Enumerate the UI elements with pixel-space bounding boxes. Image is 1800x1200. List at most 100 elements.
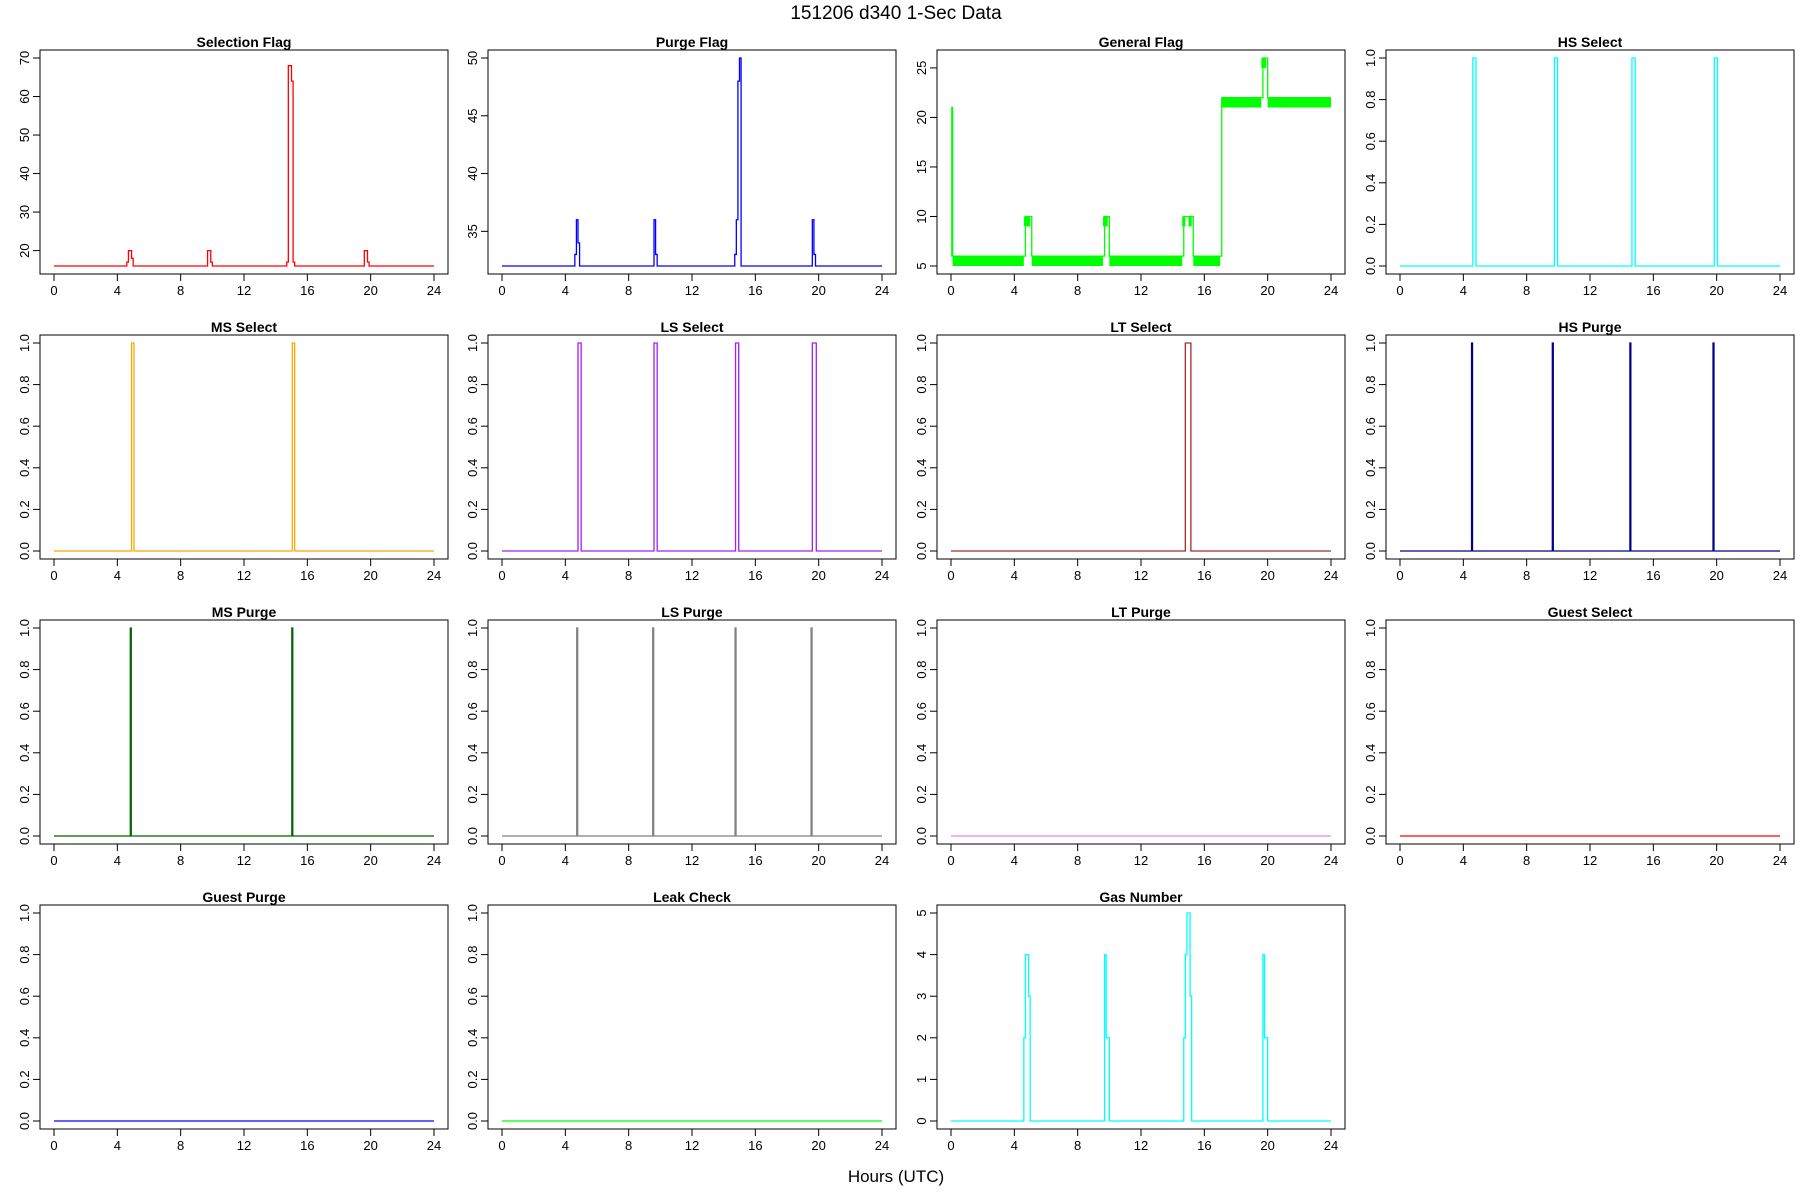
x-tick-label: 4 [1011, 568, 1018, 583]
x-tick-label: 0 [947, 853, 954, 868]
x-tick-label: 8 [1523, 283, 1530, 298]
y-tick-label: 0.2 [914, 785, 929, 803]
y-tick-label: 0.4 [1363, 459, 1378, 477]
panel-title: LS Select [660, 319, 723, 335]
x-tick-label: 8 [625, 1138, 632, 1153]
y-tick-label: 30 [17, 205, 32, 219]
y-tick-label: 0.8 [17, 661, 32, 679]
x-tick-label: 4 [1460, 853, 1467, 868]
x-tick-label: 0 [498, 568, 505, 583]
y-tick-label: 0.6 [465, 702, 480, 720]
y-tick-label: 0.8 [914, 661, 929, 679]
y-tick-label: 0.4 [914, 459, 929, 477]
series-line [951, 342, 1331, 552]
panel-title: HS Purge [1558, 319, 1621, 335]
y-tick-label: 1.0 [1363, 49, 1378, 67]
series-line [951, 57, 1331, 257]
x-tick-label: 24 [1324, 853, 1338, 868]
plot-frame [936, 619, 1346, 845]
y-tick-label: 0.0 [465, 1112, 480, 1130]
panel-title: HS Select [1558, 34, 1623, 50]
x-tick-label: 0 [947, 1138, 954, 1153]
series-line [54, 342, 434, 552]
y-tick-label: 70 [17, 51, 32, 65]
x-tick-label: 24 [875, 1138, 889, 1153]
x-tick-label: 4 [1011, 1138, 1018, 1153]
x-tick-label: 16 [1646, 853, 1660, 868]
x-tick-label: 12 [685, 853, 699, 868]
plot-frame [936, 904, 1346, 1130]
x-tick-label: 12 [237, 1138, 251, 1153]
x-tick-label: 24 [427, 1138, 441, 1153]
x-tick-label: 0 [1396, 853, 1403, 868]
y-tick-label: 1.0 [17, 904, 32, 922]
y-tick-label: 0.2 [1363, 785, 1378, 803]
x-tick-label: 20 [811, 853, 825, 868]
y-tick-label: 60 [17, 89, 32, 103]
x-tick-label: 4 [562, 853, 569, 868]
y-tick-label: 0.4 [465, 459, 480, 477]
x-tick-label: 20 [811, 283, 825, 298]
y-tick-label: 0.8 [17, 376, 32, 394]
y-tick-label: 0.6 [465, 417, 480, 435]
x-tick-label: 20 [1260, 1138, 1274, 1153]
y-tick-label: 0.0 [465, 827, 480, 845]
y-tick-label: 10 [914, 209, 929, 223]
plot-frame [487, 334, 897, 560]
plot-frame [1385, 49, 1795, 275]
y-tick-label: 25 [914, 61, 929, 75]
x-tick-label: 12 [1583, 283, 1597, 298]
x-tick-label: 16 [1197, 853, 1211, 868]
x-tick-label: 12 [1583, 568, 1597, 583]
panel-1: Selection Flag 0 4 8 12 16 20 24 20 30 40 50 60 70 [17, 34, 449, 298]
y-tick-label: 0.0 [1363, 542, 1378, 560]
x-tick-label: 12 [685, 283, 699, 298]
x-tick-label: 8 [1523, 853, 1530, 868]
y-tick-label: 1.0 [1363, 334, 1378, 352]
x-tick-label: 20 [1260, 283, 1274, 298]
y-tick-label: 5 [914, 909, 929, 916]
panel-5: MS Select 0 4 8 12 16 20 24 0.0 0.2 0.4 0.6 0.8 1.0 [17, 319, 449, 583]
x-tick-label: 8 [1074, 1138, 1081, 1153]
x-tick-label: 4 [562, 568, 569, 583]
y-tick-label: 50 [465, 51, 480, 65]
panel-6: LS Select 0 4 8 12 16 20 24 0.0 0.2 0.4 0.6 0.8 1.0 [465, 319, 897, 583]
series-band [1023, 216, 1031, 227]
x-tick-label: 12 [1134, 1138, 1148, 1153]
series-band [1261, 58, 1267, 68]
x-tick-label: 20 [363, 1138, 377, 1153]
x-axis-label: Hours (UTC) [848, 1167, 944, 1186]
panel-title: LS Purge [661, 604, 723, 620]
x-tick-label: 16 [300, 568, 314, 583]
y-tick-label: 0.2 [1363, 500, 1378, 518]
panel-title: Gas Number [1099, 889, 1183, 905]
y-tick-label: 0.8 [1363, 91, 1378, 109]
plot-frame [1385, 334, 1795, 560]
y-tick-label: 0.0 [914, 542, 929, 560]
x-tick-label: 4 [1011, 283, 1018, 298]
y-tick-label: 0.0 [17, 542, 32, 560]
x-tick-label: 20 [1260, 568, 1274, 583]
x-tick-label: 0 [50, 853, 57, 868]
y-tick-label: 0.0 [1363, 827, 1378, 845]
series-band [952, 256, 1024, 266]
x-tick-label: 20 [363, 568, 377, 583]
panel-10: LS Purge 0 4 8 12 16 20 24 0.0 0.2 0.4 0.6 0.8 1.0 [465, 604, 897, 868]
plot-frame [936, 49, 1346, 275]
y-tick-label: 0.2 [1363, 215, 1378, 233]
y-tick-label: 35 [465, 224, 480, 238]
y-tick-label: 20 [17, 243, 32, 257]
y-tick-label: 0.6 [914, 417, 929, 435]
x-tick-label: 16 [1646, 568, 1660, 583]
x-tick-label: 8 [1523, 568, 1530, 583]
series-band [1193, 256, 1221, 266]
x-tick-label: 24 [427, 853, 441, 868]
y-tick-label: 0.0 [17, 827, 32, 845]
x-tick-label: 8 [625, 283, 632, 298]
series-band [1109, 256, 1183, 266]
x-tick-label: 20 [1709, 568, 1723, 583]
series-band [1267, 97, 1331, 108]
x-tick-label: 20 [1709, 853, 1723, 868]
panel-4: HS Select 0 4 8 12 16 20 24 0.0 0.2 0.4 0.6 0.8 1.0 [1363, 34, 1795, 298]
x-tick-label: 12 [237, 283, 251, 298]
